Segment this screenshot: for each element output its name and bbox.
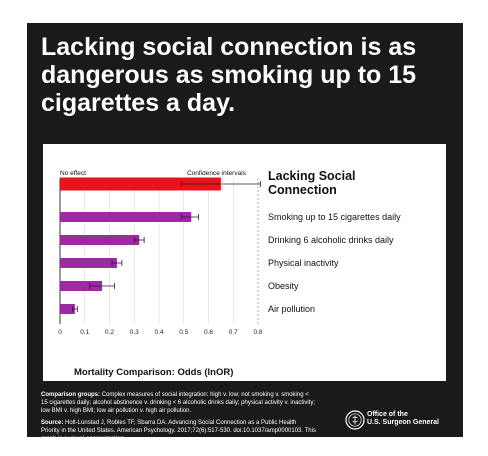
category-label-lacking-social-connection: Lacking Social Connection	[268, 169, 356, 197]
bar-0	[60, 177, 221, 191]
source-heading: Source:	[41, 420, 64, 426]
headline: Lacking social connection is as dangerou…	[41, 33, 417, 117]
source-note: Source: Holt-Lunstad J, Robles TF, Sbarr…	[41, 419, 316, 437]
bar-4	[60, 281, 103, 291]
organization-name: Office of the U.S. Surgeon General	[367, 411, 447, 427]
no-effect-label: No effect	[60, 170, 86, 177]
x-axis-label: Mortality Comparison: Odds (lnOR)	[74, 367, 234, 378]
source-text: Holt-Lunstad J, Robles TF, Sbarra DA. Ad…	[41, 420, 316, 437]
category-label-drinking: Drinking 6 alcoholic drinks daily	[268, 235, 394, 245]
comparison-groups-heading: Comparison groups:	[41, 392, 101, 398]
category-label-air-pollution: Air pollution	[268, 304, 316, 314]
x-tick-label-2: 0.2	[105, 329, 114, 336]
x-tick-label-3: 0.3	[130, 329, 139, 336]
chart-panel: 0 0.1 0.2 0.3 0.4 0.5 0.6 0.7 0.8 No effect Conf…	[43, 144, 446, 381]
x-tick-label-5: 0.5	[179, 329, 188, 336]
surgeon-general-seal-icon	[345, 410, 365, 430]
organization-line-1: Office of the	[367, 411, 408, 418]
comparison-groups-note: Comparison groups: Complex measures of s…	[41, 391, 316, 415]
comparison-groups-text: Complex measures of social integration: …	[41, 392, 316, 414]
x-tick-label-0: 0	[58, 329, 62, 336]
x-tick-label-7: 0.7	[229, 329, 238, 336]
x-tick-label-6: 0.6	[204, 329, 213, 336]
bar-chart: 0 0.1 0.2 0.3 0.4 0.5 0.6 0.7 0.8	[58, 177, 263, 336]
bar-2	[60, 235, 140, 245]
confidence-intervals-label: Confidence intervals	[187, 170, 246, 177]
x-tick-label-1: 0.1	[80, 329, 89, 336]
bar-5	[60, 304, 75, 314]
bar-1	[60, 212, 192, 222]
category-label-smoking: Smoking up to 15 cigarettes daily	[268, 212, 401, 222]
category-label-obesity: Obesity	[268, 281, 299, 291]
bar-3	[60, 258, 117, 268]
footnotes: Comparison groups: Complex measures of s…	[41, 391, 451, 437]
x-tick-label-8: 0.8	[253, 329, 262, 336]
x-tick-label-4: 0.4	[154, 329, 163, 336]
infographic-card: Lacking social connection is as dangerou…	[27, 23, 463, 437]
category-label-physical-inactivity: Physical inactivity	[268, 258, 339, 268]
organization-line-2: U.S. Surgeon General	[367, 419, 439, 426]
